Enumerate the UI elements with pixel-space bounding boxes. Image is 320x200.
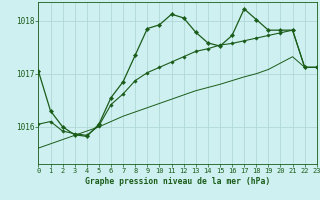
X-axis label: Graphe pression niveau de la mer (hPa): Graphe pression niveau de la mer (hPa) [85, 177, 270, 186]
